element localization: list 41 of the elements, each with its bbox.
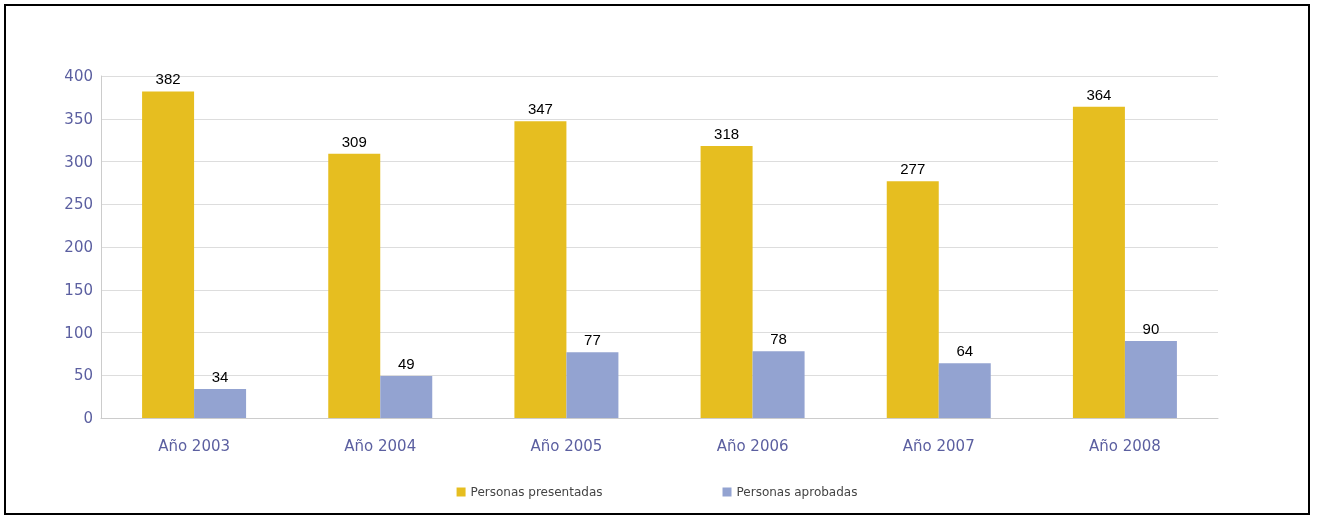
data-label: 64	[956, 342, 974, 360]
y-tick-label: 150	[64, 280, 93, 299]
data-label: 318	[714, 125, 740, 143]
x-tick-label: Año 2007	[902, 436, 975, 455]
y-tick-label: 100	[64, 323, 93, 342]
bar	[566, 352, 619, 418]
bar	[1072, 106, 1125, 418]
data-label: 49	[397, 355, 415, 373]
y-tick-label: 50	[73, 366, 93, 385]
x-tick-label: Año 2008	[1088, 436, 1161, 455]
data-label: 34	[211, 367, 229, 385]
y-tick-label: 350	[64, 109, 93, 128]
bar	[328, 153, 381, 418]
y-tick-label: 300	[64, 152, 93, 171]
x-tick-label: Año 2003	[158, 436, 231, 455]
x-tick-label: Año 2005	[530, 436, 603, 455]
data-label: 382	[155, 70, 181, 88]
bar	[142, 91, 195, 418]
bar	[700, 146, 753, 418]
data-label: 309	[341, 132, 367, 150]
data-label: 364	[1086, 85, 1112, 103]
y-tick-label: 200	[64, 238, 93, 256]
data-label: 277	[900, 160, 926, 178]
bar	[752, 351, 805, 418]
y-tick-label: 250	[64, 195, 93, 214]
legend-label: Personas aprobadas	[736, 485, 858, 499]
data-label: 347	[527, 100, 553, 118]
bar	[380, 376, 433, 418]
bar	[514, 121, 567, 418]
bar	[194, 388, 247, 418]
legend-label: Personas presentadas	[470, 485, 603, 499]
bar	[886, 181, 939, 418]
data-label: 77	[584, 331, 601, 349]
x-tick-label: Año 2006	[716, 436, 789, 455]
data-label: 78	[770, 330, 787, 348]
y-tick-label: 400	[64, 67, 93, 85]
bar	[1124, 341, 1177, 418]
y-tick-label: 0	[83, 409, 93, 427]
x-tick-label: Año 2004	[344, 436, 417, 455]
data-label: 90	[1142, 320, 1160, 338]
bar	[938, 363, 991, 418]
